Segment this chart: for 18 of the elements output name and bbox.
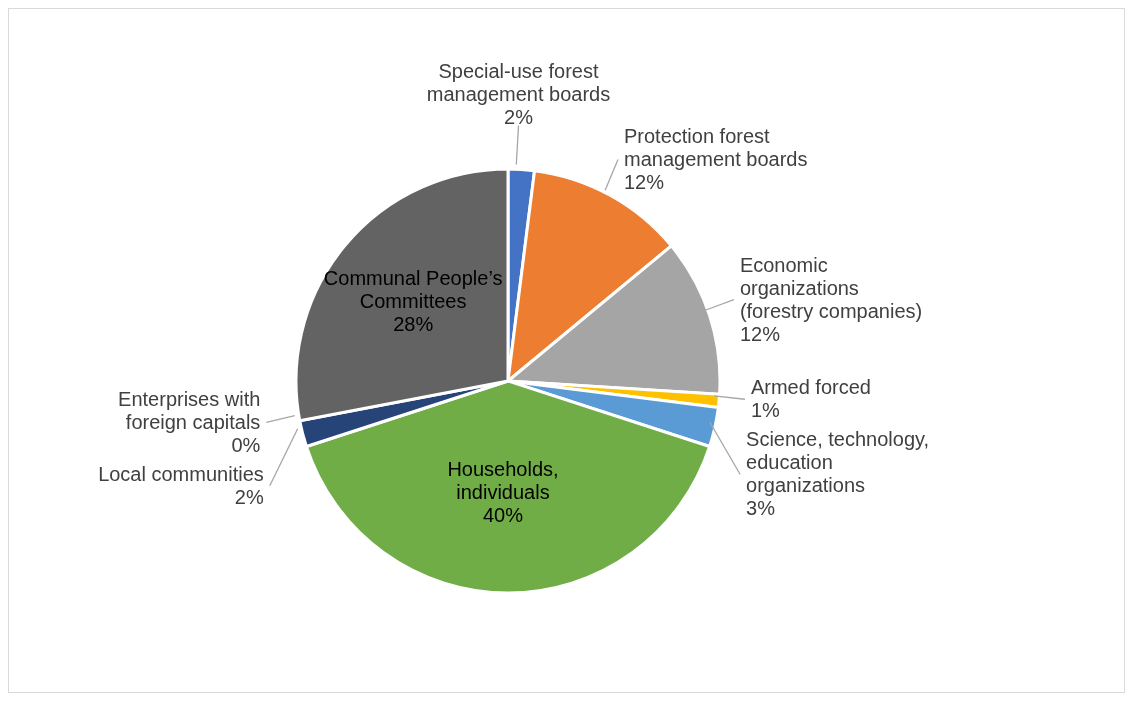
data-label: 40% — [482, 504, 524, 527]
data-label: 3% — [746, 497, 776, 520]
data-label: 1% — [750, 399, 781, 422]
data-label: 12% — [739, 322, 781, 345]
legend-label: Enterprises with foreign capitals — [118, 387, 261, 433]
slice-label: Economic organizations (forestry companies) — [739, 253, 923, 322]
data-label: 12% — [623, 170, 665, 193]
data-label: 28% — [393, 313, 434, 336]
slice-label: Science, technology, education organizations — [746, 428, 930, 497]
slice-label: Armed forced — [750, 376, 871, 399]
data-label: 2% — [234, 485, 264, 508]
slice-label: Local communities — [98, 462, 264, 485]
slice-label: Protection forest management boards — [623, 124, 808, 170]
slice-label: Households, individuals — [447, 458, 559, 504]
slice-label: Special-use forest management boards — [426, 60, 611, 106]
data-label: 2% — [504, 106, 534, 129]
text: 0% — [231, 433, 261, 456]
slice-label: Communal People’s Committees — [323, 267, 503, 313]
